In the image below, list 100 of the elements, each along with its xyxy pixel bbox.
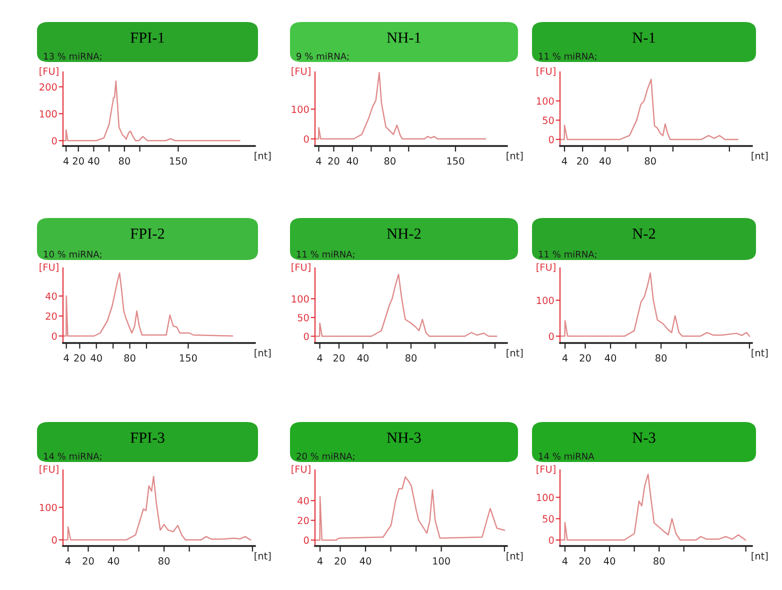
x-tick-label: 80 [118,157,130,165]
x-tick-label: 20 [579,557,590,565]
x-tick-label: 20 [334,557,346,565]
x-tick-label: 4 [64,354,69,362]
x-tick-label: 4 [317,354,322,362]
chart-subtitle: 9 % miRNA; [296,52,349,61]
x-axis-title: [nt] [254,152,271,161]
y-tick-label: 0 [548,136,554,144]
x-axis-title: [nt] [752,152,768,161]
x-tick-label: 20 [577,157,588,165]
x-axis-title: [nt] [506,349,523,358]
x-axis-title: [nt] [506,552,523,561]
x-tick-label: 4 [317,557,323,564]
y-axis-title: [FU] [292,263,310,272]
x-tick-label: 20 [328,157,340,165]
chart-title: NH-2 [387,228,421,239]
chart-title: FPI-2 [130,228,164,239]
y-tick-label: 100 [536,296,554,304]
y-tick-label: 20 [46,312,57,320]
chart-subtitle: 11 % miRNA; [538,52,596,61]
y-tick-label: 0 [304,332,309,340]
chart-subtitle: 11 % miRNA; [296,250,354,259]
y-tick-label: 0 [548,536,554,544]
line-series [315,476,506,541]
chart-title: FPI-3 [130,432,164,443]
y-axis-title: [FU] [40,465,58,474]
y-tick-label: 50 [298,314,309,322]
line-series [63,476,252,540]
x-tick-label: 20 [74,354,86,362]
x-tick-label: 80 [654,557,665,565]
x-tick-label: 40 [360,557,372,565]
chart-title: N-1 [632,32,655,43]
y-tick-label: 100 [292,295,309,303]
x-axis-title: [nt] [752,552,768,561]
x-tick-label: 80 [405,354,417,362]
x-tick-label: 80 [384,157,396,165]
y-axis-title: [FU] [292,465,310,474]
x-tick-label: 80 [158,557,170,565]
x-tick-label: 4 [65,557,71,564]
y-tick-label: 40 [46,292,57,300]
x-tick-label: 4 [63,157,69,164]
y-tick-label: 40 [298,497,309,504]
x-tick-label: 150 [447,157,464,165]
y-tick-label: 200 [40,83,57,91]
x-tick-label: 80 [644,157,656,165]
x-tick-label: 20 [580,354,591,362]
y-tick-label: 0 [304,135,309,143]
x-axis-title: [nt] [254,552,271,561]
chart-subtitle: 10 % miRNA; [44,250,102,259]
y-axis-title: [FU] [536,465,556,474]
line-series [315,274,498,337]
y-tick-label: 100 [40,110,57,118]
chart-title: FPI-1 [130,32,164,43]
chart-subtitle: 13 % miRNA; [44,52,102,61]
y-tick-label: 100 [40,504,57,512]
x-tick-label: 40 [604,354,616,362]
line-series [63,80,240,142]
y-tick-label: 100 [292,106,309,113]
y-axis-title: [FU] [40,67,58,76]
chart-title: N-3 [632,432,656,443]
y-tick-label: 100 [536,494,554,502]
y-tick-label: 50 [542,116,554,124]
x-tick-label: 80 [124,354,136,362]
line-series [560,272,750,337]
y-tick-label: 0 [52,137,57,144]
chart-subtitle: 14 % miRNA; [44,452,102,461]
x-tick-label: 40 [90,354,102,362]
y-axis-title: [FU] [292,67,310,76]
chart-title: N-2 [632,228,656,239]
x-tick-label: 80 [656,354,667,362]
line-series [63,272,233,337]
chart-subtitle: 20 % miRNA; [296,452,354,461]
y-tick-label: 100 [536,97,554,105]
chart-subtitle: 11 % miRNA; [538,250,596,259]
y-tick-label: 0 [548,332,554,340]
x-tick-label: 40 [346,157,358,165]
y-tick-label: 0 [52,332,57,340]
x-tick-label: 150 [170,157,187,165]
chart-title: NH-1 [387,32,420,43]
chart-subtitle: 14 % miRNA [538,452,594,460]
y-axis-title: [FU] [40,263,58,272]
x-tick-label: 20 [72,157,84,165]
x-tick-label: 4 [316,157,322,164]
x-tick-label: 20 [82,557,94,565]
line-series [560,78,738,140]
x-tick-label: 40 [108,557,120,565]
y-tick-label: 0 [52,536,57,544]
x-tick-label: 4 [562,157,568,164]
line-series [560,474,746,541]
chart-title: NH-3 [387,432,421,443]
x-tick-label: 40 [604,557,616,565]
x-tick-label: 40 [599,157,611,165]
y-tick-label: 50 [542,515,554,523]
x-tick-label: 4 [562,354,568,362]
x-tick-label: 150 [180,354,197,362]
y-tick-label: 0 [304,536,309,544]
x-axis-title: [nt] [254,349,271,358]
y-tick-label: 20 [298,516,309,524]
x-tick-label: 40 [357,354,369,362]
x-tick-label: 40 [88,157,100,165]
